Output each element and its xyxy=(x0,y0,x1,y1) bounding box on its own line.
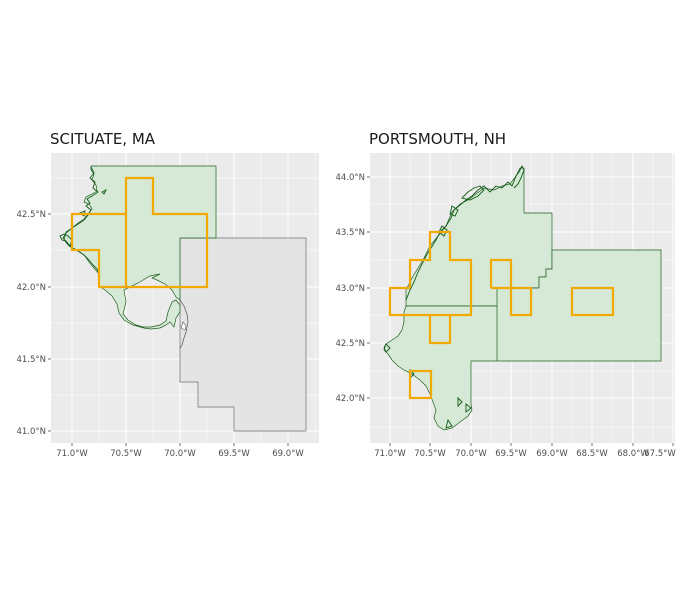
panel-title-scituate: SCITUATE, MA xyxy=(50,130,156,148)
map-panel-scituate: 71.0°W 70.5°W 70.0°W 69.5°W 69.0°W 42.5°… xyxy=(16,153,319,459)
y-axis: 42.5°N 42.0°N 41.5°N 41.0°N xyxy=(16,210,51,437)
cape-cod-outline xyxy=(179,299,189,349)
y-tick-label: 42.5°N xyxy=(335,339,365,349)
x-tick-label: 70.5°W xyxy=(110,449,142,459)
x-tick-label: 69.0°W xyxy=(272,449,304,459)
selection-boxes xyxy=(388,230,615,400)
y-tick-label: 41.0°N xyxy=(16,427,46,437)
x-axis: 71.0°W 70.5°W 70.0°W 69.5°W 69.0°W xyxy=(56,443,304,459)
x-tick-label: 71.0°W xyxy=(56,449,88,459)
map-panel-portsmouth: 71.0°W 70.5°W 70.0°W 69.5°W 69.0°W 68.5°… xyxy=(335,153,676,459)
coastline-detail xyxy=(383,164,525,429)
y-tick-label: 44.0°N xyxy=(335,173,365,183)
panel-title-portsmouth: PORTSMOUTH, NH xyxy=(369,130,507,148)
y-tick-label: 43.5°N xyxy=(335,228,365,238)
x-axis: 71.0°W 70.5°W 70.0°W 69.5°W 69.0°W 68.5°… xyxy=(374,443,676,459)
y-tick-label: 42.0°N xyxy=(16,283,46,293)
x-tick-label: 69.5°W xyxy=(218,449,250,459)
x-tick-label: 67.5°W xyxy=(644,449,676,459)
y-tick-label: 43.0°N xyxy=(335,284,365,294)
x-tick-label: 70.5°W xyxy=(414,449,446,459)
selection-boxes xyxy=(70,176,209,289)
y-tick-label: 42.5°N xyxy=(16,210,46,220)
x-tick-label: 68.5°W xyxy=(576,449,608,459)
x-tick-label: 69.5°W xyxy=(495,449,527,459)
x-tick-label: 70.0°W xyxy=(164,449,196,459)
x-tick-label: 68.0°W xyxy=(617,449,649,459)
x-tick-label: 71.0°W xyxy=(374,449,406,459)
y-axis: 44.0°N 43.5°N 43.0°N 42.5°N 42.0°N xyxy=(335,173,370,404)
x-tick-label: 70.0°W xyxy=(455,449,487,459)
y-tick-label: 41.5°N xyxy=(16,355,46,365)
y-tick-label: 42.0°N xyxy=(335,394,365,404)
neighbor-region xyxy=(179,237,307,432)
island-outline xyxy=(180,321,187,331)
x-tick-label: 69.0°W xyxy=(536,449,568,459)
